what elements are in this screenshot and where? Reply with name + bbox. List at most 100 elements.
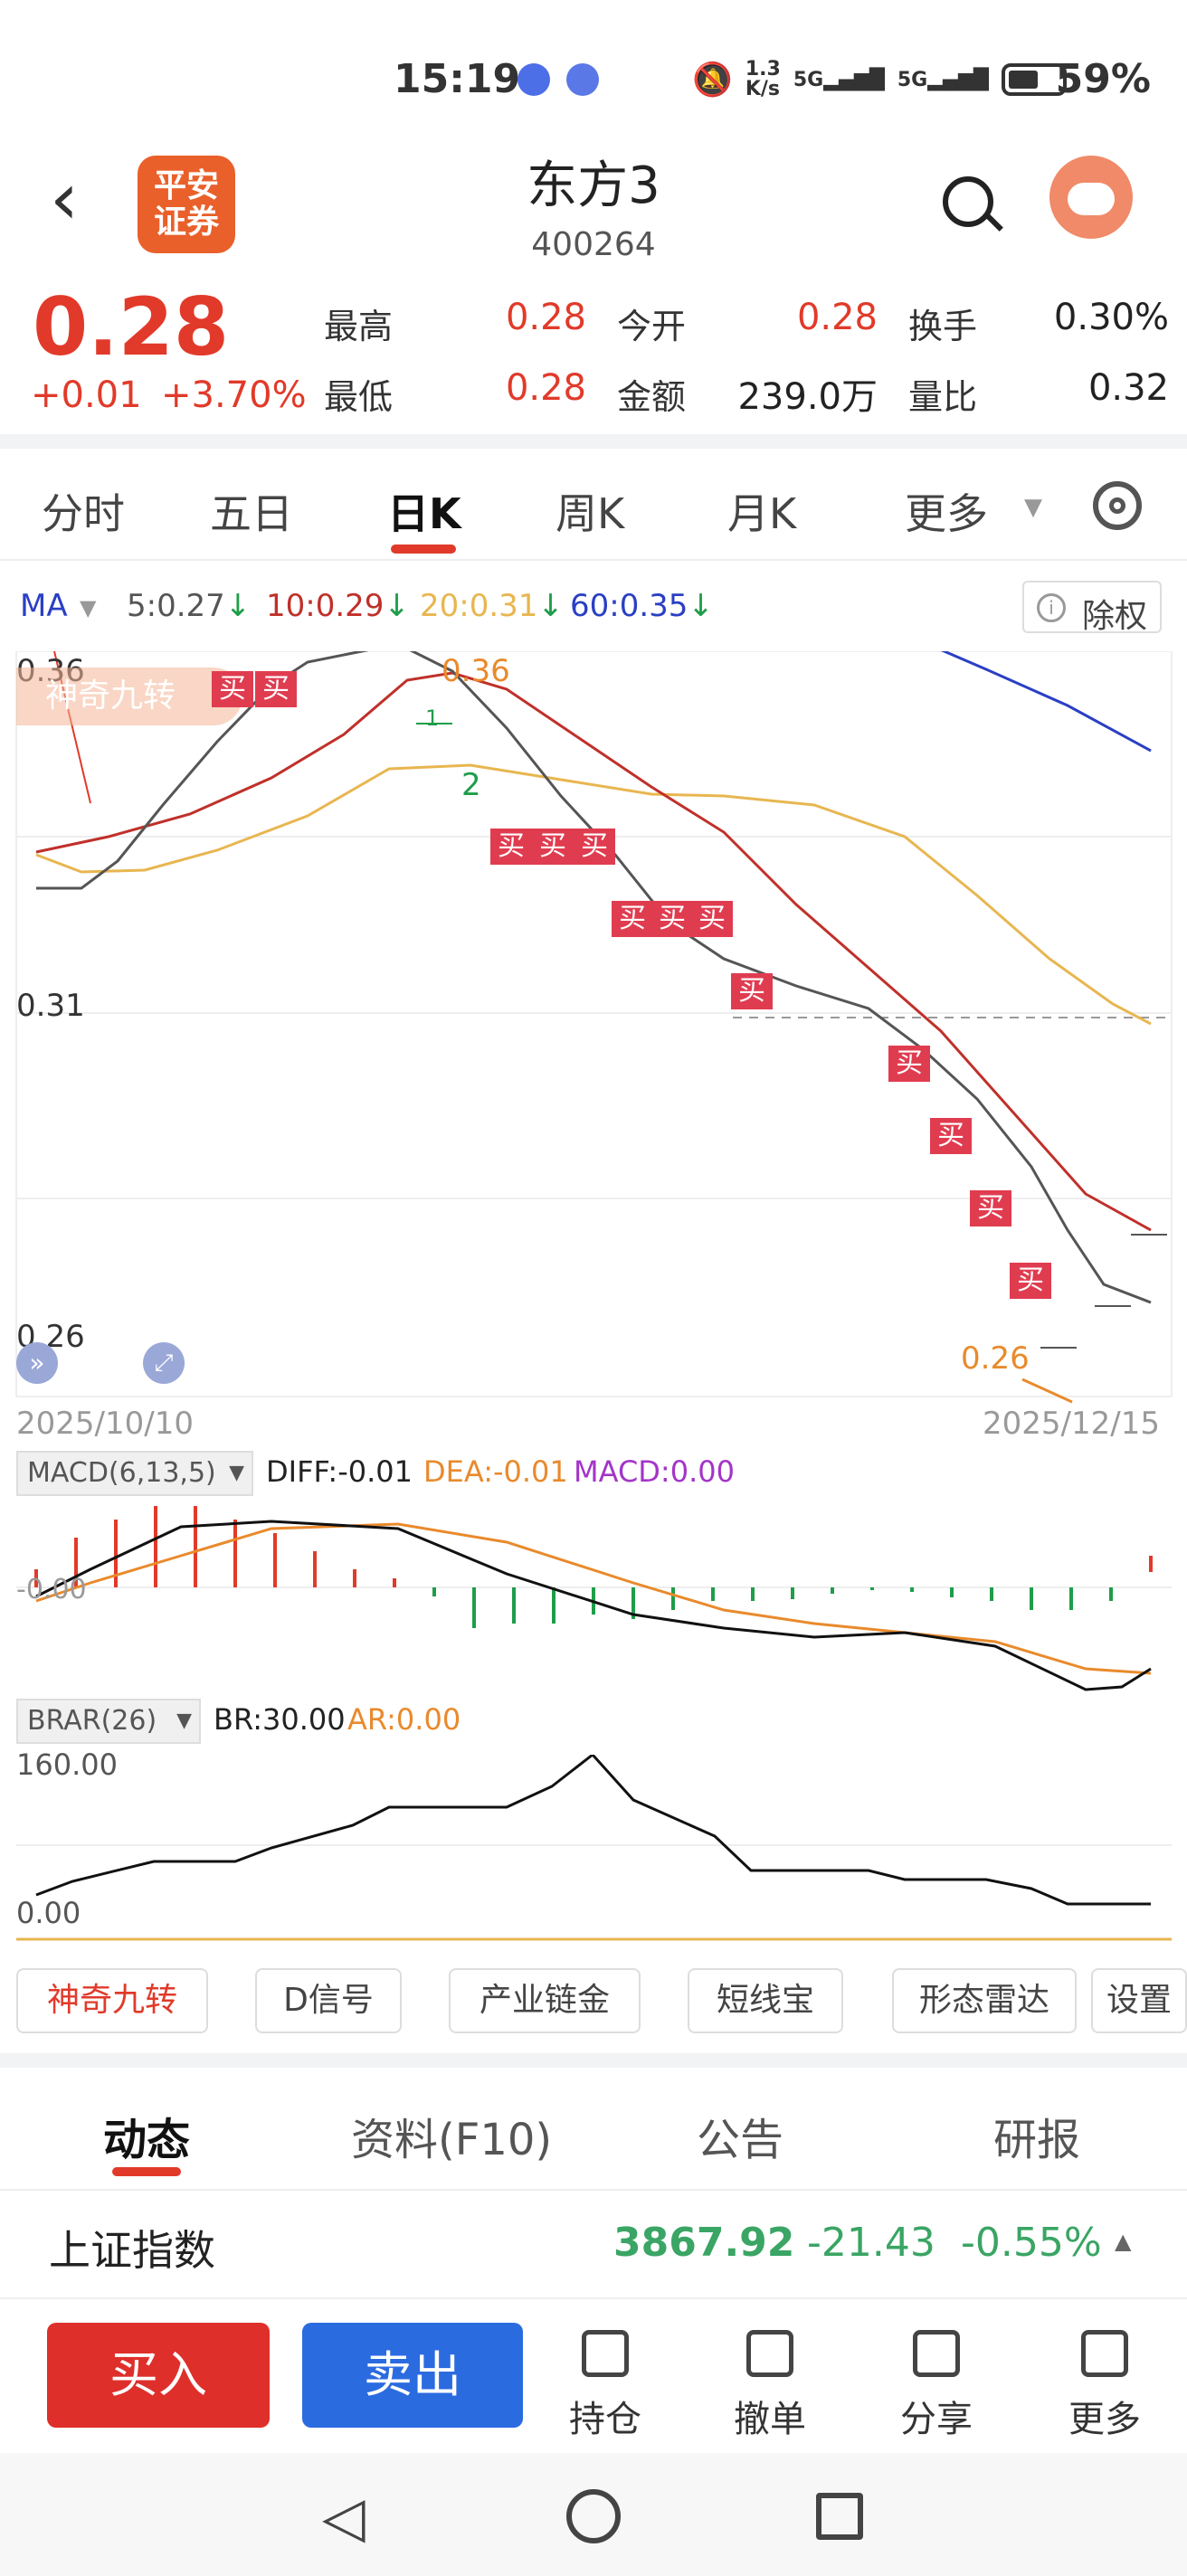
ma10-line — [35, 671, 1152, 1232]
macd-axis-zero: -0.00 — [16, 1574, 87, 1605]
diff-line — [35, 1520, 1152, 1691]
macd-value: MACD:0.00 — [574, 1454, 735, 1489]
buy-marker: 买 — [612, 901, 653, 937]
turnover-label: 换手 — [908, 307, 978, 346]
nav-back-icon[interactable]: ◁ — [322, 2484, 366, 2550]
stock-code: 400264 — [531, 226, 656, 263]
brar-selector[interactable]: BRAR(26) ▼ — [16, 1699, 201, 1744]
index-change-pct: -0.55% — [961, 2220, 1102, 2266]
buy-marker: 买 — [255, 671, 297, 707]
high-value: 0.28 — [505, 297, 586, 338]
count-mark-1: 1 — [425, 706, 440, 731]
y-axis-mid: 0.31 — [16, 988, 85, 1024]
period-tabs: 分时 五日 日K 周K 月K 更多 ▼ — [0, 449, 1187, 561]
amount-value: 239.0万 — [737, 376, 878, 418]
undo-icon — [746, 2330, 793, 2377]
chip-pattern-radar[interactable]: 形态雷达 — [892, 1968, 1077, 2033]
assistant-avatar-icon[interactable] — [1049, 156, 1133, 239]
chip-short-term[interactable]: 短线宝 — [688, 1968, 843, 2033]
chip-d-signal[interactable]: D信号 — [255, 1968, 402, 2033]
tab-more[interactable]: 更多 — [905, 489, 988, 538]
index-change: -21.43 — [807, 2220, 935, 2266]
back-icon[interactable]: ‹ — [50, 156, 79, 241]
more-dropdown-icon[interactable]: ▼ — [1024, 494, 1042, 521]
ma10-value: 10:0.29↓ — [266, 588, 410, 624]
brar-axis-bottom: 0.00 — [16, 1896, 81, 1930]
share-button[interactable]: 分享 — [887, 2330, 986, 2442]
buy-marker: 买 — [532, 829, 574, 865]
expand-up-icon[interactable]: ▲ — [1115, 2229, 1132, 2254]
tab-research[interactable]: 研报 — [993, 2115, 1081, 2165]
index-name: 上证指数 — [49, 2226, 215, 2275]
expand-arrows-icon[interactable]: » — [16, 1342, 58, 1384]
nine-turn-badge[interactable]: 神奇九转 — [16, 668, 242, 725]
volume-ratio-value: 0.32 — [1087, 367, 1169, 409]
buy-marker: 买 — [574, 829, 615, 865]
kline-chart[interactable] — [0, 651, 1187, 1465]
tab-weekly-k[interactable]: 周K — [556, 489, 625, 538]
buy-marker: 买 — [930, 1118, 972, 1154]
app-notification-icon — [518, 63, 550, 96]
signal-icon-2: 5G▂▄▆█ — [897, 68, 989, 91]
ma-selector[interactable]: MA — [20, 588, 68, 624]
action-bar: 买入 卖出 持仓 撤单 分享 更多 — [0, 2297, 1187, 2451]
broker-logo: 平安 证券 — [138, 156, 235, 253]
chuquan-button[interactable]: i 除权 — [1022, 581, 1162, 635]
br-line — [35, 1755, 1151, 1906]
nav-home-icon[interactable] — [566, 2489, 621, 2543]
brar-chart[interactable] — [0, 1755, 1187, 1945]
tab-announcements[interactable]: 公告 — [697, 2115, 784, 2165]
ma20-value: 20:0.31↓ — [420, 588, 564, 624]
tab-daily-k[interactable]: 日K — [387, 489, 461, 538]
clock: 15:19 — [394, 56, 521, 102]
positions-icon — [582, 2330, 629, 2377]
macd-chart[interactable] — [0, 1501, 1187, 1700]
more-button[interactable]: 更多 — [1055, 2330, 1154, 2442]
tab-f10[interactable]: 资料(F10) — [351, 2115, 553, 2165]
divider — [0, 434, 1187, 449]
fullscreen-icon[interactable]: ⤢ — [143, 1342, 185, 1384]
tab-five-day[interactable]: 五日 — [210, 489, 293, 538]
dea-line — [35, 1522, 1152, 1675]
chuquan-label: 除权 — [1082, 598, 1148, 635]
date-start: 2025/10/10 — [16, 1406, 194, 1442]
info-icon: i — [1037, 593, 1066, 622]
ma-dropdown-icon[interactable]: ▼ — [80, 595, 97, 620]
signal-icon-1: 5G▂▄▆█ — [793, 68, 885, 91]
active-tab-indicator — [391, 545, 456, 554]
count-mark-2: 2 — [461, 767, 481, 803]
buy-marker: 买 — [212, 671, 253, 707]
price-change: +0.01 — [31, 374, 142, 416]
buy-marker: 买 — [888, 1046, 930, 1082]
ma60-line — [940, 651, 1152, 753]
active-tab-indicator — [112, 2167, 181, 2176]
settings-gear-icon[interactable] — [1093, 481, 1142, 530]
tab-intraday[interactable]: 分时 — [42, 489, 125, 538]
buy-marker: 买 — [691, 901, 733, 937]
low-label: 最低 — [324, 377, 394, 417]
buy-marker: 买 — [490, 829, 532, 865]
open-label: 今开 — [617, 307, 687, 346]
buy-button[interactable]: 买入 — [47, 2323, 270, 2428]
index-ticker[interactable]: 上证指数 3867.92 -21.43 -0.55% ▲ — [0, 2189, 1187, 2297]
stock-name: 东方3 — [527, 156, 660, 215]
cancel-order-button[interactable]: 撤单 — [720, 2330, 820, 2442]
ma60-value: 60:0.35↓ — [570, 588, 714, 624]
search-icon[interactable] — [943, 176, 993, 227]
tab-monthly-k[interactable]: 月K — [727, 489, 797, 538]
tab-news[interactable]: 动态 — [103, 2115, 191, 2165]
low-price-label: 0.26 — [961, 1340, 1030, 1377]
share-icon — [913, 2330, 960, 2377]
nav-recents-icon[interactable] — [816, 2493, 863, 2540]
chip-nine-turn[interactable]: 神奇九转 — [16, 1968, 208, 2033]
index-value: 3867.92 — [613, 2220, 795, 2266]
status-bar: 15:19 🔕 1.3 K/s 5G▂▄▆█ 5G▂▄▆█ 59% — [0, 0, 1187, 154]
chip-settings[interactable]: 设置 — [1091, 1968, 1187, 2033]
chip-industry-chain[interactable]: 产业链金 — [449, 1968, 641, 2033]
sell-button[interactable]: 卖出 — [302, 2323, 523, 2428]
divider — [0, 2053, 1187, 2068]
ma5-line — [36, 651, 1152, 1304]
macd-selector[interactable]: MACD(6,13,5) ▼ — [16, 1451, 253, 1496]
positions-button[interactable]: 持仓 — [556, 2330, 655, 2442]
buy-marker: 买 — [651, 901, 693, 937]
